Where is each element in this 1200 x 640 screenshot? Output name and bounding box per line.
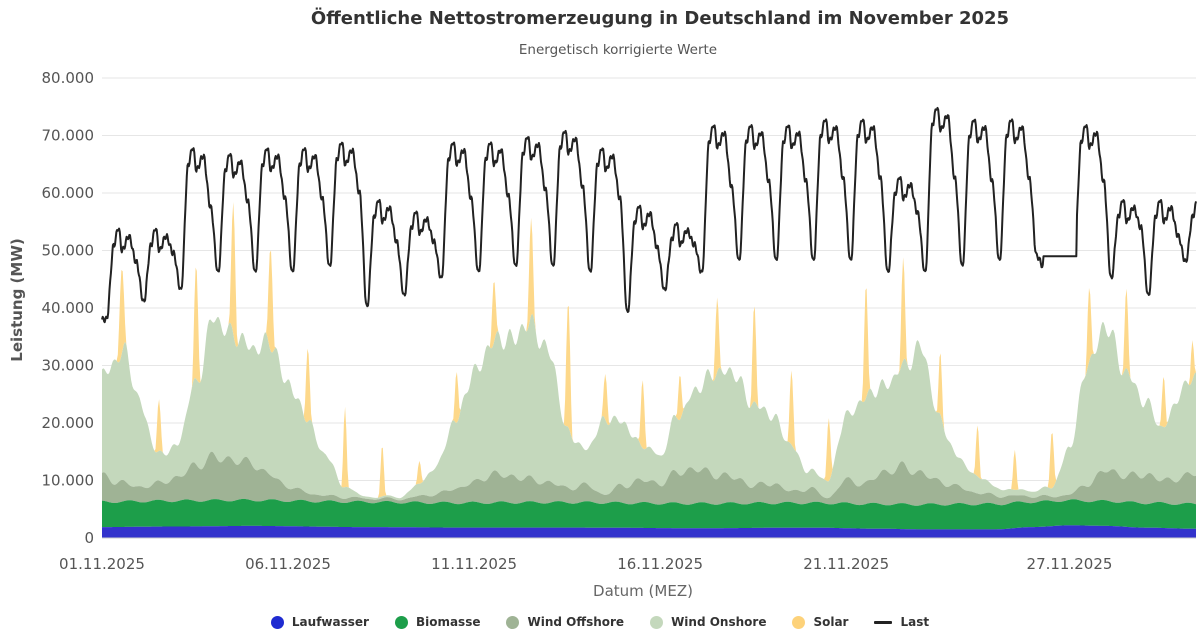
- legend-dot-symbol: [270, 615, 284, 629]
- legend-label: Last: [900, 615, 930, 629]
- y-tick-label: 10.000: [42, 472, 95, 490]
- y-tick-label: 20.000: [42, 414, 95, 432]
- y-tick-label: 70.000: [42, 127, 95, 145]
- y-tick-label: 0: [84, 529, 94, 547]
- y-tick-label: 40.000: [42, 299, 95, 317]
- x-tick-label: 16.11.2025: [617, 555, 703, 573]
- x-axis-title: Datum (MEZ): [593, 582, 693, 600]
- legend-label: Wind Offshore: [527, 615, 625, 629]
- line-last: [101, 106, 1197, 324]
- stacked-areas: [102, 202, 1196, 538]
- area-laufwasser: [102, 525, 1196, 538]
- chart-subtitle: Energetisch korrigierte Werte: [519, 42, 717, 58]
- x-tick-label: 11.11.2025: [431, 555, 517, 573]
- legend: Laufwasser Biomasse Wind Offshore Wind Onsh…: [0, 610, 1200, 634]
- chart-title: Öffentliche Nettostromerzeugung in Deuts…: [311, 7, 1009, 29]
- legend-dot-symbol: [506, 615, 520, 629]
- y-tick-label: 50.000: [42, 242, 95, 260]
- x-tick-label: 21.11.2025: [803, 555, 889, 573]
- x-tick-label: 01.11.2025: [59, 555, 145, 573]
- area-wind-onshore: [102, 313, 1196, 501]
- legend-label: Solar: [813, 615, 849, 629]
- y-axis: 0 10.000 20.000 30.000 40.000 50.000 60.000 70.…: [42, 69, 95, 547]
- legend-label: Wind Onshore: [671, 615, 767, 629]
- legend-dot-symbol: [792, 615, 806, 629]
- x-tick-label: 27.11.2025: [1027, 555, 1113, 573]
- chart: Öffentliche Nettostromerzeugung in Deuts…: [8, 7, 1197, 600]
- legend-dot-symbol: [394, 615, 408, 629]
- legend-line-symbol: [874, 620, 893, 624]
- legend-item-laufwasser[interactable]: Laufwasser: [270, 615, 369, 629]
- legend-item-last[interactable]: Last: [874, 615, 929, 629]
- area-biomasse: [102, 498, 1196, 530]
- load-line-group: [101, 106, 1197, 324]
- y-axis-title: Leistung (MW): [8, 238, 26, 361]
- area-wind-offshore: [102, 451, 1196, 506]
- legend-label: Laufwasser: [291, 615, 369, 629]
- x-tick-label: 06.11.2025: [245, 555, 331, 573]
- legend-item-wind-offshore[interactable]: Wind Offshore: [506, 615, 624, 629]
- y-tick-label: 60.000: [42, 184, 95, 202]
- x-axis: 01.11.2025 06.11.2025 11.11.2025 16.11.2025…: [59, 537, 1196, 573]
- legend-item-wind-onshore[interactable]: Wind Onshore: [650, 615, 766, 629]
- legend-item-biomasse[interactable]: Biomasse: [394, 615, 481, 629]
- legend-label: Biomasse: [415, 615, 481, 629]
- y-tick-label: 30.000: [42, 357, 95, 375]
- y-tick-label: 80.000: [42, 69, 95, 87]
- legend-dot-symbol: [650, 615, 664, 629]
- legend-item-solar[interactable]: Solar: [792, 615, 848, 629]
